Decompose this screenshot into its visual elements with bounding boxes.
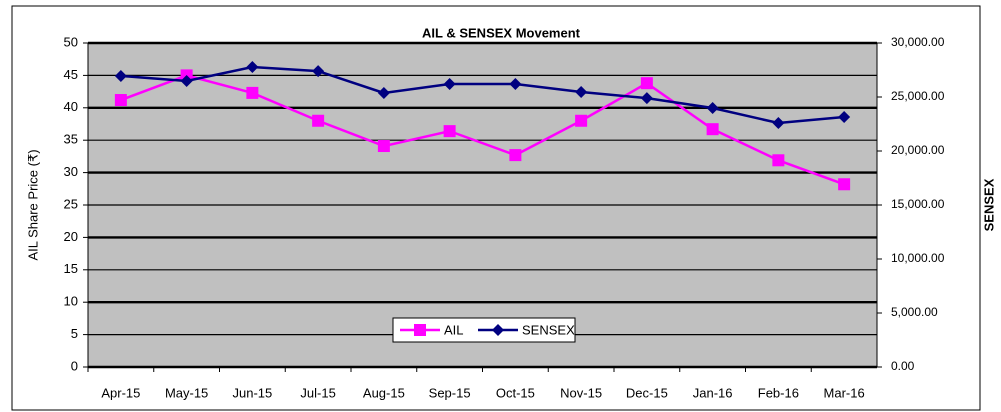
data-point xyxy=(772,154,785,167)
y-tick-label: 40 xyxy=(64,99,78,114)
data-point xyxy=(443,125,456,138)
plot-area: 0 5 10 15 20 25 30 35 40 45 50 0.00 5,000.00 10,000.0… xyxy=(64,34,945,400)
data-point xyxy=(640,92,653,105)
data-point xyxy=(838,178,851,191)
data-point xyxy=(377,87,390,100)
y-tick-label: 35 xyxy=(64,132,78,147)
y-axis-label: AIL Share Price (₹) xyxy=(25,149,40,260)
chart-title: AIL & SENSEX Movement xyxy=(422,25,581,40)
y-tick-label: 30 xyxy=(64,164,78,179)
x-tick-label: Apr-15 xyxy=(101,385,140,400)
x-tick-label: Jan-16 xyxy=(693,385,733,400)
series-line xyxy=(120,65,845,125)
x-tick-label: Jun-15 xyxy=(233,385,273,400)
data-point xyxy=(575,86,588,99)
data-point xyxy=(509,149,522,162)
data-point xyxy=(640,77,653,90)
x-tick-label: Dec-15 xyxy=(626,385,668,400)
y-tick-label: 20 xyxy=(64,229,78,244)
y-tick-label: 50 xyxy=(64,34,78,49)
x-tick-label: Jul-15 xyxy=(300,385,335,400)
legend: AIL SENSEX xyxy=(392,317,576,343)
y-tick-label: 15 xyxy=(64,261,78,276)
data-point xyxy=(246,60,259,73)
data-point xyxy=(312,114,325,127)
y-tick-label: 0 xyxy=(71,358,78,373)
x-tick-label: Aug-15 xyxy=(363,385,405,400)
x-tick-label: Feb-16 xyxy=(758,385,799,400)
x-tick-label: Nov-15 xyxy=(560,385,602,400)
y-tick-label: 10 xyxy=(64,294,78,309)
data-point xyxy=(575,114,588,127)
y-tick-label: 45 xyxy=(64,67,78,82)
data-point xyxy=(838,110,851,123)
data-point xyxy=(114,69,127,82)
data-point xyxy=(772,117,785,130)
legend-label: AIL xyxy=(444,322,464,337)
x-tick-label: May-15 xyxy=(165,385,208,400)
x-tick-label: Mar-16 xyxy=(824,385,865,400)
data-point xyxy=(312,65,325,78)
data-point xyxy=(377,140,390,153)
y2-tick-label: 5,000.00 xyxy=(891,305,938,319)
data-point xyxy=(509,78,522,91)
y2-tick-label: 0.00 xyxy=(891,359,915,373)
y2-tick-label: 15,000.00 xyxy=(891,197,945,211)
data-point xyxy=(443,78,456,91)
data-point xyxy=(706,102,719,115)
legend-label: SENSEX xyxy=(522,322,575,337)
legend-marker xyxy=(492,324,504,336)
legend-marker xyxy=(414,324,426,336)
x-tick-label: Sep-15 xyxy=(429,385,471,400)
y2-axis-label: SENSEX xyxy=(981,178,996,231)
y2-tick-label: 30,000.00 xyxy=(891,35,945,49)
x-tick-label: Oct-15 xyxy=(496,385,535,400)
data-point xyxy=(246,86,259,99)
data-point xyxy=(706,123,719,136)
y2-tick-label: 20,000.00 xyxy=(891,143,945,157)
data-point xyxy=(114,94,127,107)
y-tick-label: 25 xyxy=(64,196,78,211)
y-tick-label: 5 xyxy=(71,326,78,341)
data-point xyxy=(180,75,193,88)
y2-tick-label: 25,000.00 xyxy=(891,89,945,103)
y2-tick-label: 10,000.00 xyxy=(891,251,945,265)
series-line xyxy=(120,74,845,186)
